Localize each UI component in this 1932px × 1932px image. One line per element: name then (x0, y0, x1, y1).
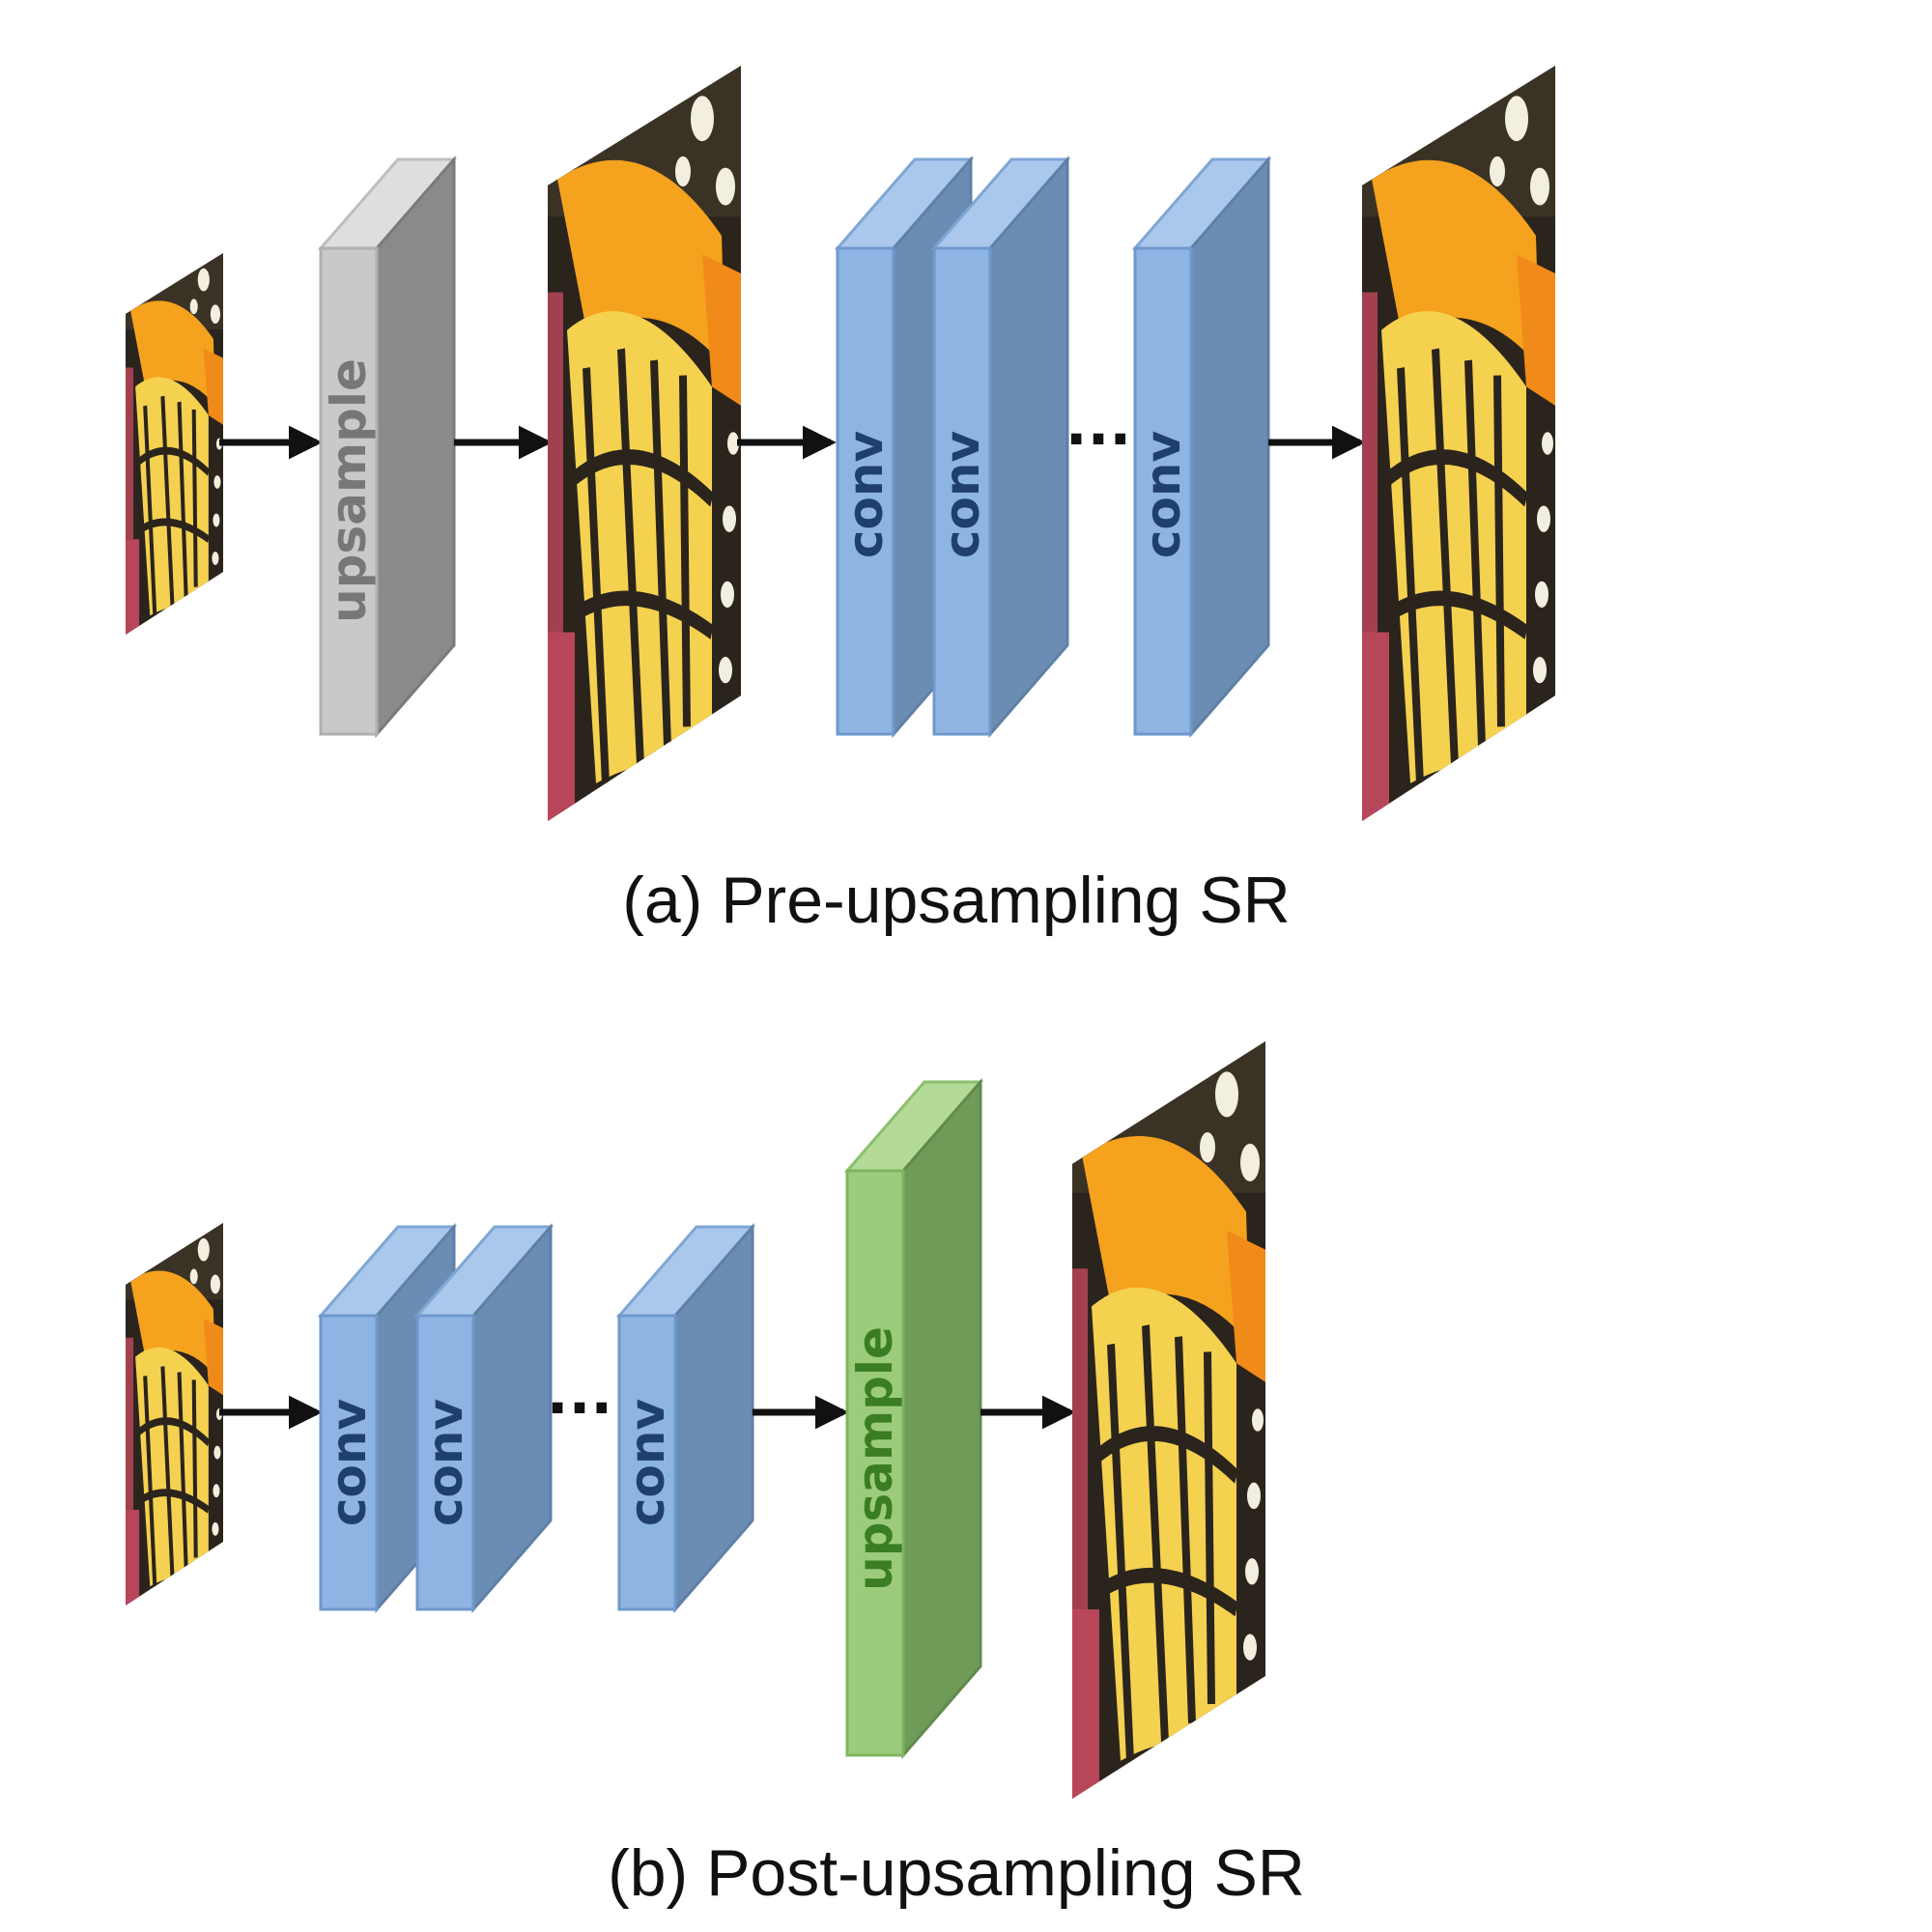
conv-label-b1: conv (321, 1399, 377, 1526)
lr-input-image-a (126, 253, 223, 635)
post-upsampling-pipeline: conv conv ··· conv upsample (126, 1041, 1305, 1910)
conv-label-a2: conv (934, 431, 990, 558)
upsample-label-pre: upsample (321, 358, 377, 623)
upsample-block-post: upsample (843, 1077, 984, 1760)
conv-block-a3: conv (1131, 155, 1272, 739)
conv-block-a2: conv (930, 155, 1071, 739)
caption-pre-upsampling: (a) Pre-upsampling SR (622, 864, 1291, 937)
caption-post-upsampling: (b) Post-upsampling SR (608, 1836, 1305, 1910)
conv-block-b3: conv (615, 1222, 756, 1614)
upsample-label-post: upsample (847, 1326, 903, 1591)
conv-block-b2: conv (413, 1222, 554, 1614)
ellipsis-a: ··· (1065, 406, 1131, 473)
sr-output-image-a (1362, 66, 1555, 821)
upsampled-image-a (548, 66, 741, 821)
pre-upsampling-pipeline: upsample conv conv ··· (126, 66, 1555, 937)
conv-label-b3: conv (619, 1399, 675, 1526)
conv-label-a1: conv (838, 431, 894, 558)
sr-output-image-b (1072, 1041, 1265, 1799)
conv-label-b2: conv (417, 1399, 473, 1526)
upsample-block-pre: upsample (317, 155, 458, 739)
conv-label-a3: conv (1135, 431, 1191, 558)
ellipsis-b: ··· (547, 1375, 612, 1442)
lr-input-image-b (126, 1223, 223, 1605)
